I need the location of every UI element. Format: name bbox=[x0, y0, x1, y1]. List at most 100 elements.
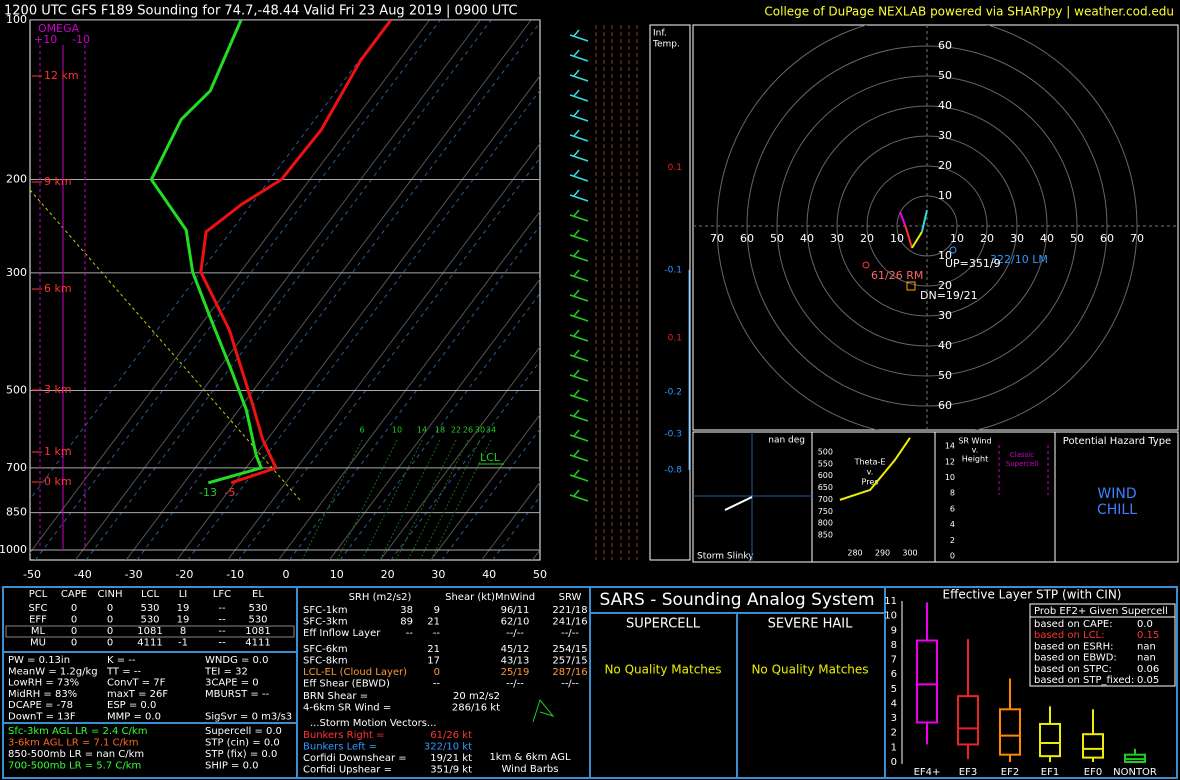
hodograph-ring bbox=[776, 75, 1078, 377]
box bbox=[1082, 733, 1104, 759]
wind-barb bbox=[573, 309, 580, 317]
wind-barb bbox=[569, 454, 589, 462]
ring-label: 30 bbox=[938, 309, 952, 322]
srwind-y-tick: 0 bbox=[950, 552, 955, 561]
srwind-y-tick: 8 bbox=[950, 489, 955, 498]
thetae-title: Pres bbox=[862, 478, 879, 487]
parcel-header: LI bbox=[179, 589, 188, 600]
parcel-cell: 0 bbox=[107, 626, 113, 637]
prob-box bbox=[1029, 603, 1176, 687]
lapse-rate: 850-500mb LR = nan C/km bbox=[8, 749, 144, 760]
wind-barb bbox=[569, 54, 589, 62]
motion-title: ...Storm Motion Vectors... bbox=[310, 718, 436, 729]
stp-category: EF4+ bbox=[914, 767, 941, 778]
wind-barb bbox=[569, 294, 589, 302]
hodograph-ring bbox=[806, 105, 1048, 347]
height-label: 9 km bbox=[44, 175, 72, 188]
kin-cell: 21 bbox=[427, 644, 440, 655]
kin-cell: --/-- bbox=[561, 679, 579, 690]
ring-label: 20 bbox=[860, 232, 874, 245]
prob-title: Prob EF2+ Given Supercell bbox=[1034, 606, 1168, 617]
omega-tick: +10 bbox=[34, 33, 57, 46]
surface-temperature: -5 bbox=[225, 486, 236, 499]
motion-label: Corfidi Upshear = bbox=[303, 765, 392, 776]
wind-barb bbox=[569, 354, 589, 362]
stp-y-tick: 11 bbox=[884, 596, 897, 607]
kin-cell: 0 bbox=[434, 667, 440, 678]
thetae-y-tick: 600 bbox=[818, 471, 833, 480]
wind-barb bbox=[573, 489, 580, 497]
barbs-caption: 1km & 6km AGL bbox=[489, 752, 571, 763]
index-cell: SigSvr = 0 m3/s3 bbox=[205, 712, 292, 723]
ring-label: 30 bbox=[830, 232, 844, 245]
isotherm bbox=[379, 345, 540, 560]
parcel-cell: 530 bbox=[248, 603, 267, 614]
kin-cell: 257/15 bbox=[552, 656, 587, 667]
wind-barb bbox=[569, 234, 589, 242]
advection-value: 0.1 bbox=[668, 333, 682, 343]
wind-barb bbox=[573, 69, 580, 77]
stp-category: NONTOR bbox=[1113, 767, 1157, 778]
thetae-y-tick: 550 bbox=[818, 459, 833, 468]
isotherm bbox=[176, 75, 540, 560]
prob-value: nan bbox=[1137, 653, 1156, 664]
stp-y-tick: 7 bbox=[891, 655, 897, 666]
slinky-trace bbox=[724, 496, 753, 511]
parcel-cell: MU bbox=[30, 638, 46, 649]
height-label: 12 km bbox=[44, 69, 79, 82]
isotherm-dashed bbox=[288, 224, 540, 560]
ring-label: 70 bbox=[1130, 232, 1144, 245]
x-tick-label: 20 bbox=[381, 568, 395, 581]
sars-hail: SEVERE HAIL bbox=[768, 617, 853, 632]
parcel-cell: -- bbox=[218, 603, 226, 614]
wind-barb bbox=[569, 214, 589, 222]
height-label: 3 km bbox=[44, 383, 72, 396]
ring-label: 10 bbox=[890, 232, 904, 245]
prob-label: based on ESRH: bbox=[1034, 641, 1114, 652]
kin-header: SRH (m2/s2) bbox=[349, 592, 412, 603]
ring-label: 10 bbox=[938, 189, 952, 202]
advection-value: -0.1 bbox=[664, 265, 682, 275]
box bbox=[999, 708, 1021, 756]
mixing-ratio-label: 22 bbox=[451, 426, 461, 435]
index-cell: TEI = 32 bbox=[204, 666, 248, 677]
wind-barb bbox=[569, 94, 589, 102]
hodograph-segment bbox=[920, 209, 928, 233]
stp-y-tick: 10 bbox=[884, 611, 897, 622]
index-cell: TT = -- bbox=[106, 666, 141, 677]
kin-extra-label: 4-6km SR Wind = bbox=[303, 703, 391, 714]
corfidi-marker bbox=[906, 281, 916, 291]
prob-value: 0.06 bbox=[1137, 664, 1159, 675]
wind-barb bbox=[573, 269, 580, 277]
advection-value: 0.1 bbox=[668, 163, 682, 173]
index-cell: LowRH = 73% bbox=[8, 678, 79, 689]
slinky-units: nan deg bbox=[768, 436, 805, 446]
wind-barb bbox=[573, 189, 580, 197]
hodograph-ring bbox=[716, 25, 1138, 430]
box bbox=[957, 695, 979, 746]
parcel-cell: -- bbox=[218, 638, 226, 649]
srwind-y-tick: 4 bbox=[950, 520, 955, 529]
parcel-cell: 0 bbox=[71, 626, 77, 637]
wind-barb bbox=[569, 154, 589, 162]
parcel-cell: 0 bbox=[107, 638, 113, 649]
ring-label: 50 bbox=[1070, 232, 1084, 245]
motion-value: 351/9 kt bbox=[430, 765, 472, 776]
hodograph-plot: 10 10 10 10 20 20 20 20 30 30 30 30 40 40 40 40 50 50 50 50… bbox=[693, 25, 1178, 430]
kin-label: SFC-3km bbox=[303, 617, 348, 628]
index-cell: MBURST = -- bbox=[205, 689, 270, 700]
hodograph-segment bbox=[911, 231, 923, 249]
isotherm-dashed bbox=[390, 360, 540, 560]
kin-cell: 89 bbox=[400, 617, 413, 628]
ring-label: 60 bbox=[938, 399, 952, 412]
y-tick-label: 500 bbox=[6, 383, 27, 396]
lapse-rate: 700-500mb LR = 5.7 C/km bbox=[8, 761, 141, 772]
srwind-title: v. bbox=[972, 446, 979, 455]
parcel-cell: 19 bbox=[177, 603, 190, 614]
ring-label: 20 bbox=[980, 232, 994, 245]
wind-barb bbox=[569, 334, 589, 342]
x-tick-label: -10 bbox=[226, 568, 244, 581]
hodograph-segment bbox=[899, 211, 907, 226]
y-tick-label: 850 bbox=[6, 506, 27, 519]
stp-y-tick: 0 bbox=[891, 757, 897, 768]
